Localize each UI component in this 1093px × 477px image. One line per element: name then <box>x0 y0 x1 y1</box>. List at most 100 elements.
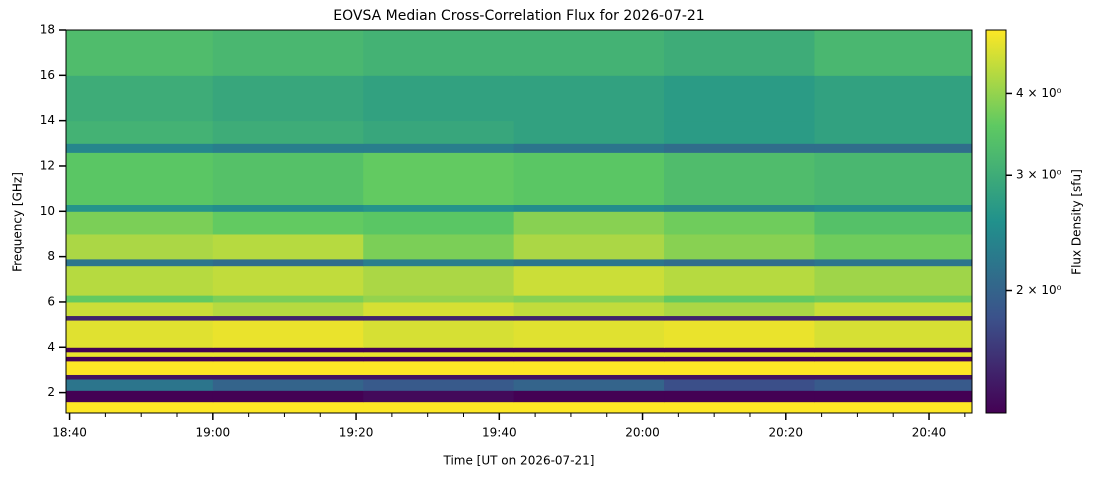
heatmap-cell <box>664 143 815 153</box>
heatmap-cell <box>66 233 214 260</box>
y-tick-label: 4 <box>47 340 55 354</box>
heatmap-cell <box>664 204 815 212</box>
heatmap-cell <box>664 347 815 353</box>
heatmap-cell <box>814 265 973 296</box>
heatmap-cell <box>814 374 973 380</box>
colorbar-label: Flux Density [sfu] <box>1070 169 1084 275</box>
y-axis-label: Frequency [GHz] <box>11 172 25 272</box>
heatmap-cell <box>513 120 665 144</box>
colorbar <box>985 29 1007 414</box>
y-tick-label: 14 <box>40 113 55 127</box>
heatmap-cell <box>212 30 364 76</box>
heatmap-cell <box>66 211 214 235</box>
heatmap-cell <box>212 120 364 144</box>
heatmap-cell <box>363 374 515 380</box>
heatmap-cell <box>814 75 973 122</box>
heatmap-cell <box>814 258 973 267</box>
y-tick-label: 2 <box>47 385 55 399</box>
heatmap-cell <box>363 152 515 206</box>
heatmap-cell <box>66 152 214 206</box>
heatmap-cell <box>814 390 973 403</box>
y-tick-label: 18 <box>40 23 55 37</box>
heatmap-cell <box>212 258 364 267</box>
chart-title: EOVSA Median Cross-Correlation Flux for … <box>333 8 704 24</box>
heatmap-cell <box>664 320 815 348</box>
heatmap-cell <box>814 360 973 375</box>
heatmap-cell <box>664 374 815 380</box>
heatmap-cell <box>212 265 364 296</box>
heatmap-cell <box>814 143 973 153</box>
heatmap-cell <box>66 301 214 317</box>
heatmap-cell <box>513 315 665 321</box>
heatmap-cell <box>513 295 665 303</box>
heatmap-cell <box>363 351 515 357</box>
heatmap-cell <box>814 401 973 414</box>
heatmap-cell <box>363 315 515 321</box>
heatmap-cell <box>513 233 665 260</box>
y-tick-label: 10 <box>40 204 55 218</box>
heatmap-cell <box>664 351 815 357</box>
heatmap-cell <box>66 356 214 362</box>
heatmap-cell <box>664 265 815 296</box>
heatmap-cell <box>212 390 364 403</box>
heatmap-cell <box>212 379 364 391</box>
heatmap-cell <box>66 374 214 380</box>
heatmap-cell <box>363 356 515 362</box>
heatmap-cell <box>513 75 665 122</box>
heatmap-cell <box>66 258 214 267</box>
heatmap-cell <box>664 315 815 321</box>
heatmap-cell <box>66 320 214 348</box>
heatmap-cell <box>212 295 364 303</box>
x-axis-label: Time [UT on 2026-07-21] <box>443 454 595 468</box>
heatmap-cell <box>212 211 364 235</box>
heatmap-cell <box>363 320 515 348</box>
x-tick-label: 19:00 <box>196 426 231 440</box>
heatmap-cell <box>363 258 515 267</box>
heatmap-cell <box>363 233 515 260</box>
heatmap-cell <box>363 390 515 403</box>
heatmap-cell <box>66 401 214 414</box>
heatmap-cell <box>212 204 364 212</box>
heatmap-cell <box>664 356 815 362</box>
heatmap-cell <box>66 390 214 403</box>
heatmap-cell <box>66 351 214 357</box>
heatmap-cell <box>212 347 364 353</box>
heatmap-cell <box>363 211 515 235</box>
heatmap-cell <box>66 120 214 144</box>
heatmap-cell <box>664 120 815 144</box>
heatmap-cell <box>212 360 364 375</box>
heatmap-cell <box>814 351 973 357</box>
heatmap-cell <box>513 152 665 206</box>
colorbar-tick-label: 2 × 10⁰ <box>1016 283 1062 297</box>
heatmap-cell <box>664 233 815 260</box>
heatmap-cell <box>664 379 815 391</box>
heatmap-cell <box>212 356 364 362</box>
heatmap-cell <box>363 75 515 122</box>
heatmap-cell <box>513 30 665 76</box>
x-tick-label: 19:40 <box>482 426 517 440</box>
heatmap-cell <box>212 143 364 153</box>
heatmap-cell <box>513 374 665 380</box>
heatmap-cell <box>664 211 815 235</box>
heatmap-cell <box>363 143 515 153</box>
x-tick-label: 20:20 <box>768 426 803 440</box>
heatmap-cell <box>66 204 214 212</box>
heatmap-cell <box>513 390 665 403</box>
heatmap-cell <box>513 347 665 353</box>
heatmap-cell <box>814 120 973 144</box>
heatmap-cell <box>664 152 815 206</box>
heatmap-cell <box>814 204 973 212</box>
y-tick-label: 16 <box>40 68 55 82</box>
heatmap-cell <box>664 390 815 403</box>
heatmap-cell <box>363 30 515 76</box>
heatmap-cell <box>814 356 973 362</box>
heatmap-cell <box>363 401 515 414</box>
heatmap-cell <box>513 265 665 296</box>
heatmap-cell <box>513 356 665 362</box>
heatmap-cell <box>363 204 515 212</box>
y-tick-label: 6 <box>47 294 55 308</box>
heatmap-cell <box>513 143 665 153</box>
heatmap-cell <box>212 152 364 206</box>
heatmap-cell <box>66 75 214 122</box>
y-tick-label: 12 <box>40 158 55 172</box>
